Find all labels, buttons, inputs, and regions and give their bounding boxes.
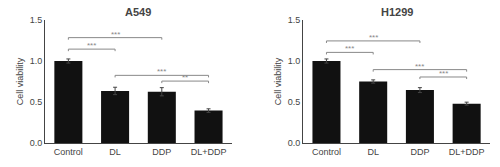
svg-text:1.0: 1.0 xyxy=(288,56,301,66)
svg-text:1.5: 1.5 xyxy=(30,15,43,25)
svg-text:**: ** xyxy=(182,73,188,82)
svg-text:0.5: 0.5 xyxy=(30,97,43,107)
svg-text:***: *** xyxy=(369,33,378,42)
svg-text:DL: DL xyxy=(367,147,379,157)
svg-text:DDP: DDP xyxy=(152,147,171,157)
svg-text:DL+DDP: DL+DDP xyxy=(191,147,227,157)
svg-text:0.0: 0.0 xyxy=(30,138,43,148)
svg-text:***: *** xyxy=(87,41,96,50)
svg-text:DL: DL xyxy=(109,147,121,157)
svg-text:Control: Control xyxy=(54,147,83,157)
svg-text:H1299: H1299 xyxy=(381,6,413,18)
svg-text:DDP: DDP xyxy=(410,147,429,157)
svg-text:***: *** xyxy=(157,67,166,76)
svg-text:***: *** xyxy=(439,69,448,78)
svg-text:***: *** xyxy=(111,30,120,39)
svg-text:1.0: 1.0 xyxy=(30,56,43,66)
svg-text:0.5: 0.5 xyxy=(288,97,301,107)
svg-text:0.0: 0.0 xyxy=(288,138,301,148)
svg-text:Control: Control xyxy=(312,147,341,157)
svg-text:Cell viability: Cell viability xyxy=(273,57,283,105)
svg-text:DL+DDP: DL+DDP xyxy=(449,147,485,157)
svg-text:***: *** xyxy=(345,44,354,53)
svg-text:A549: A549 xyxy=(125,6,151,18)
svg-text:Cell viability: Cell viability xyxy=(15,57,25,105)
svg-text:1.5: 1.5 xyxy=(288,15,301,25)
svg-text:***: *** xyxy=(415,62,424,71)
